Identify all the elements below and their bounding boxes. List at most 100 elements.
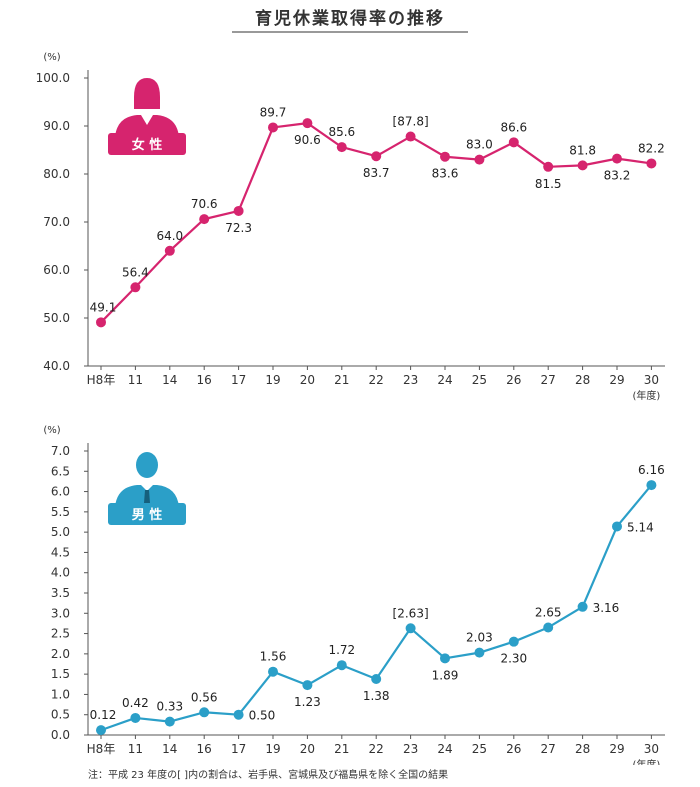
female-data-point: [164, 245, 175, 256]
male-data-point: [577, 601, 588, 612]
x-tick-label: 23: [403, 373, 418, 387]
x-tick-label: 23: [403, 742, 418, 756]
x-tick-label: 27: [541, 742, 556, 756]
female-data-point: [268, 122, 278, 133]
male-data-label: [2.63]: [393, 606, 429, 620]
x-tick-label: 26: [506, 742, 521, 756]
female-data-label: 70.6: [191, 197, 218, 211]
x-tick-label: 17: [231, 742, 246, 756]
male-data-label: 0.56: [191, 690, 218, 704]
y-tick-label: 5.5: [51, 505, 70, 519]
y-tick-label: 0.5: [51, 708, 70, 722]
y-tick-label: 4.0: [51, 566, 70, 580]
female-data-label: 85.6: [328, 125, 355, 139]
x-tick-label: 22: [369, 742, 384, 756]
x-tick-label: 24: [437, 373, 452, 387]
female-data-label: [87.8]: [393, 115, 429, 129]
female-data-point: [612, 153, 622, 164]
x-tick-label: 24: [437, 742, 452, 756]
male-data-point: [612, 521, 622, 532]
male-data-point: [199, 707, 210, 718]
female-data-label: 72.3: [225, 221, 252, 235]
x-tick-label: 29: [609, 373, 624, 387]
female-data-label: 89.7: [260, 105, 287, 119]
y-tick-label: 2.5: [51, 627, 70, 641]
female-data-point: [474, 154, 485, 165]
female-data-label: 90.6: [294, 133, 321, 147]
male-person-icon: [115, 452, 179, 507]
y-tick-label: 1.0: [51, 687, 70, 701]
female-data-point: [440, 151, 450, 162]
x-unit-label: (年度): [632, 389, 660, 402]
female-person-icon: [115, 78, 179, 137]
x-tick-label: 28: [575, 373, 590, 387]
male-data-label: 6.16: [638, 463, 665, 477]
male-data-point: [474, 647, 485, 658]
y-tick-label: 5.0: [51, 525, 70, 539]
male-line-chart: 0.0 0.5 1.0 1.5 2.0 2.5 3.0 3.5 4.0 4.5 5.0 5.5 6.0 6…: [43, 425, 665, 765]
y-tick-label: 70.0: [43, 215, 70, 229]
female-data-point: [233, 205, 244, 216]
female-data-label: 49.1: [90, 300, 117, 314]
female-badge: [108, 133, 186, 155]
x-tick-label: 19: [265, 373, 280, 387]
female-data-point: [543, 161, 554, 172]
y-tick-label: 6.5: [51, 464, 70, 478]
x-tick-label: 30: [644, 373, 659, 387]
y-tick-label: 90.0: [43, 119, 70, 133]
x-unit-label: (年度): [632, 758, 660, 765]
x-tick-label: 11: [128, 373, 143, 387]
female-data-label: 86.6: [500, 120, 527, 134]
y-tick-label: 1.5: [51, 667, 70, 681]
y-tick-label: 7.0: [51, 444, 70, 458]
male-data-label: 1.89: [432, 668, 459, 682]
male-data-point: [646, 480, 657, 491]
male-data-point: [268, 666, 278, 677]
female-data-label: 81.8: [569, 143, 596, 157]
x-tick-label: 28: [575, 742, 590, 756]
female-data-label: 82.2: [638, 141, 665, 155]
female-data-point: [96, 317, 106, 328]
female-data-label: 81.5: [535, 177, 562, 191]
footnote: 注：平成 23 年度の[ ]内の割合は、岩手県、宮城県及び福島県を除く全国の結果: [88, 770, 449, 781]
male-data-label: 1.56: [260, 650, 287, 664]
female-badge-label: 女 性: [132, 137, 163, 153]
y-unit-label: (%): [43, 425, 60, 436]
male-data-point: [130, 712, 141, 723]
x-tick-label: 29: [609, 742, 624, 756]
male-data-label: 1.72: [328, 643, 355, 657]
female-data-label: 83.6: [432, 167, 459, 181]
x-tick-label: 14: [162, 742, 177, 756]
female-data-point: [405, 131, 416, 142]
male-data-point: [336, 660, 347, 671]
y-tick-label: 60.0: [43, 263, 70, 277]
x-tick-label: 21: [334, 742, 349, 756]
male-data-label: 5.14: [627, 520, 654, 534]
male-data-point: [440, 653, 450, 664]
x-tick-label: 21: [334, 373, 349, 387]
male-data-point: [302, 680, 313, 691]
x-tick-label: 22: [369, 373, 384, 387]
x-tick-label: 17: [231, 373, 246, 387]
male-data-point: [371, 674, 382, 685]
female-data-label: 83.0: [466, 138, 493, 152]
y-tick-label: 2.0: [51, 647, 70, 661]
male-data-label: 0.42: [122, 696, 149, 710]
female-data-point: [302, 118, 313, 129]
x-tick-label: 19: [265, 742, 280, 756]
female-data-label: 56.4: [122, 265, 149, 279]
female-data-point: [336, 142, 347, 153]
title-underline: [232, 31, 468, 33]
x-tick-label: 16: [197, 373, 212, 387]
male-data-point: [96, 725, 106, 736]
male-data-point: [543, 622, 554, 633]
y-tick-label: 3.5: [51, 586, 70, 600]
male-data-label: 0.12: [90, 708, 117, 722]
x-tick-label: 16: [197, 742, 212, 756]
female-data-label: 83.2: [604, 169, 631, 183]
male-badge: [108, 503, 186, 525]
male-data-label: 3.16: [593, 601, 620, 615]
x-tick-label: 20: [300, 742, 315, 756]
x-tick-label: 26: [506, 373, 521, 387]
x-tick-label: 27: [541, 373, 556, 387]
